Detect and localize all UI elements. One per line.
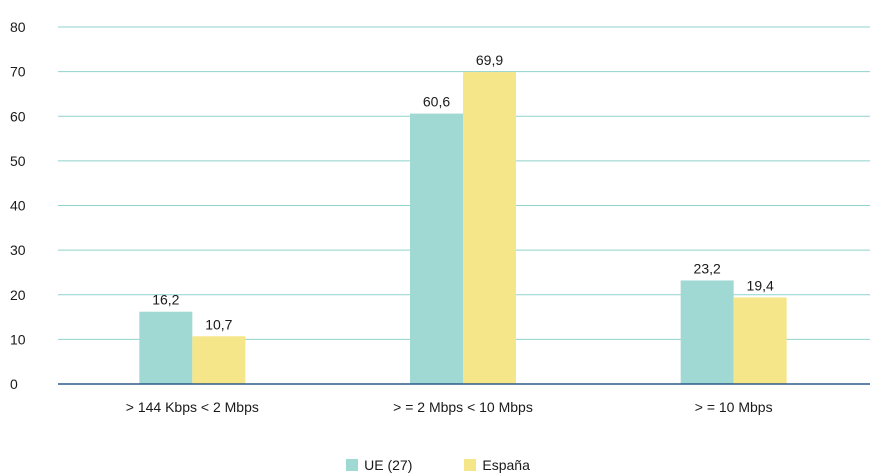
legend-item-ue27: UE (27) (346, 457, 412, 473)
y-tick-label: 50 (10, 153, 26, 169)
y-tick-label: 60 (10, 108, 26, 124)
bar (139, 311, 193, 384)
bar (680, 280, 734, 384)
data-label: 10,7 (205, 316, 232, 332)
y-tick-label: 70 (10, 64, 26, 80)
bars (139, 72, 787, 384)
data-labels: 16,2 10,7 60,6 69,9 23,2 19,4 (152, 52, 774, 332)
category-label: > = 10 Mbps (695, 399, 773, 415)
bar (463, 72, 516, 384)
y-tick-label: 10 (10, 331, 26, 347)
legend-swatch-espana (464, 459, 477, 471)
bar-chart: 0 10 20 30 40 50 60 70 80 16,2 10,7 60,6 69,9 23,2 19… (10, 19, 870, 415)
y-tick-label: 30 (10, 242, 26, 258)
bar (410, 113, 463, 384)
legend-item-espana: España (464, 457, 530, 473)
data-label: 60,6 (423, 94, 450, 110)
x-axis-categories: > 144 Kbps < 2 Mbps > = 2 Mbps < 10 Mbps >… (126, 399, 773, 415)
legend: UE (27) España (0, 455, 876, 475)
bar (192, 336, 246, 384)
category-label: > = 2 Mbps < 10 Mbps (393, 399, 533, 415)
y-tick-label: 20 (10, 287, 26, 303)
legend-label-ue27: UE (27) (364, 457, 413, 473)
y-tick-label: 40 (10, 198, 26, 214)
data-label: 16,2 (152, 292, 179, 308)
y-tick-label: 0 (10, 376, 18, 392)
legend-label-espana: España (482, 457, 530, 473)
bar (733, 297, 787, 384)
category-label: > 144 Kbps < 2 Mbps (126, 399, 259, 415)
data-label: 69,9 (476, 52, 503, 68)
legend-swatch-ue27 (346, 459, 359, 471)
y-axis-ticks: 0 10 20 30 40 50 60 70 80 (10, 19, 26, 392)
data-label: 19,4 (747, 277, 774, 293)
y-tick-label: 80 (10, 19, 26, 35)
data-label: 23,2 (694, 260, 721, 276)
